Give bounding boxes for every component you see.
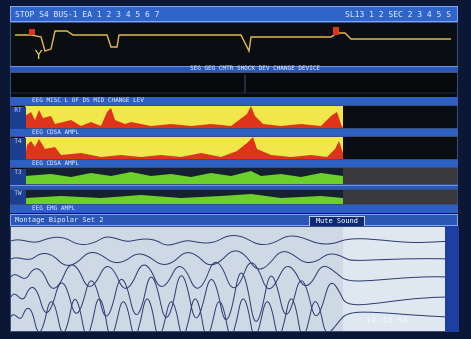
status-left-text: STOP S4 BUS-1 EA 1 2 3 4 5 6 7 <box>15 10 160 19</box>
status-right-text: SL13 1 2 SEC 2 3 4 5 S <box>345 10 451 19</box>
emg2-svg <box>25 190 457 204</box>
emg-panel-1 <box>10 167 458 185</box>
alarm-marker <box>29 29 35 35</box>
channel-tag: TW <box>10 190 26 204</box>
emg-caption: EEG EMG AMPL <box>10 205 458 213</box>
trend2-label-bar: EEG MISC L OF DS MID CHANGE LEV <box>10 97 458 105</box>
channel-tag: T3 <box>10 169 26 185</box>
cdsa2-svg <box>25 137 457 159</box>
trend2-svg <box>11 75 457 94</box>
cdsa-panel-1 <box>10 105 458 129</box>
channel-tag: T4 <box>10 138 26 160</box>
trend-graph-upper: Y <box>10 22 458 70</box>
trend-graph-lower <box>10 72 458 98</box>
recording-timestamp: 10:43:50 <box>366 316 409 325</box>
montage-label: Montage Bipolar Set 2 <box>15 216 104 224</box>
channel-tag: RT <box>10 107 26 129</box>
top-status-bar[interactable]: STOP S4 BUS-1 EA 1 2 3 4 5 6 7 SL13 1 2 … <box>10 6 458 22</box>
eeg-traces-svg <box>11 227 457 331</box>
eeg-scroll-panel[interactable] <box>445 226 459 332</box>
emg1-svg <box>25 168 457 184</box>
emg-panel-2 <box>10 189 458 205</box>
eeg-trace-view <box>10 226 458 332</box>
cdsa1-svg <box>25 106 457 128</box>
cdsa2-caption: EEG CDSA AMPL <box>10 160 458 167</box>
svg-text:Y: Y <box>34 48 43 62</box>
eeg-toolbar: Montage Bipolar Set 2 Mute Sound <box>10 214 458 227</box>
trend-line-svg: Y <box>15 27 451 62</box>
cdsa-panel-2 <box>10 136 458 160</box>
cdsa1-caption: EEG CDSA AMPL <box>10 129 458 136</box>
alarm-marker <box>333 27 339 35</box>
